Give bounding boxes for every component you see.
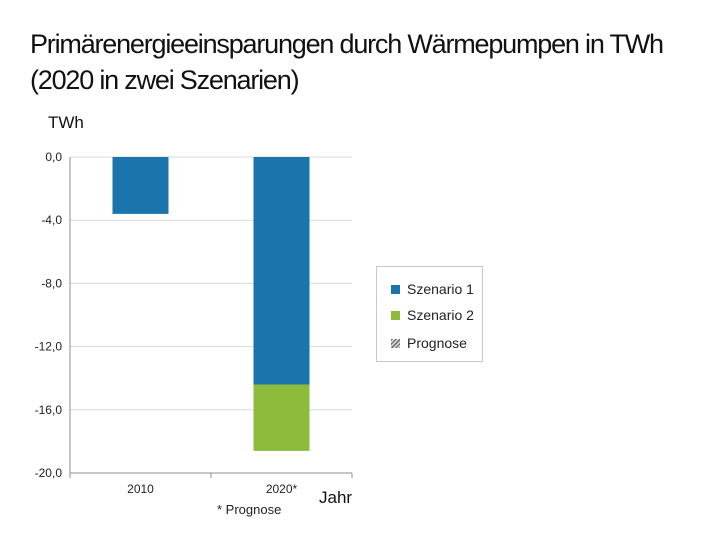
legend-label-prognose: Prognose: [407, 335, 467, 351]
footnote: * Prognose: [217, 502, 282, 517]
y-axis-label: TWh: [48, 113, 84, 132]
y-tick-label: 0,0: [45, 150, 62, 164]
x-tick-label: 2020*: [266, 482, 298, 496]
legend-label-szenario-1: Szenario 1: [407, 281, 474, 297]
legend: Szenario 1 Szenario 2 Prognose: [376, 266, 483, 362]
legend-item-prognose: Prognose: [391, 334, 467, 352]
bar-szenario-1-1: [253, 157, 310, 385]
legend-item-szenario-2: Szenario 2: [391, 306, 474, 324]
chart-title: Primärenergieeinsparungen durch Wärmepum…: [30, 26, 700, 98]
legend-item-szenario-1: Szenario 1: [391, 280, 474, 298]
chart-title-line-1: Primärenergieeinsparungen durch Wärmepum…: [30, 29, 664, 59]
y-tick-label: -16,0: [35, 403, 63, 417]
y-tick-label: -12,0: [35, 340, 63, 354]
y-tick-label: -8,0: [41, 276, 62, 290]
legend-label-szenario-2: Szenario 2: [407, 307, 474, 323]
bar-szenario-2-1: [253, 384, 310, 451]
bar-szenario-1-0: [112, 157, 169, 214]
x-tick-label: 2010: [127, 482, 154, 496]
chart-title-line-2: (2020 in zwei Szenarien): [30, 65, 300, 95]
x-axis-label: Jahr: [319, 488, 352, 507]
legend-swatch-prognose: [391, 338, 400, 348]
y-tick-label: -20,0: [35, 466, 63, 480]
legend-swatch-szenario-1: [391, 284, 400, 294]
y-tick-label: -4,0: [41, 213, 62, 227]
legend-swatch-szenario-2: [391, 310, 400, 320]
